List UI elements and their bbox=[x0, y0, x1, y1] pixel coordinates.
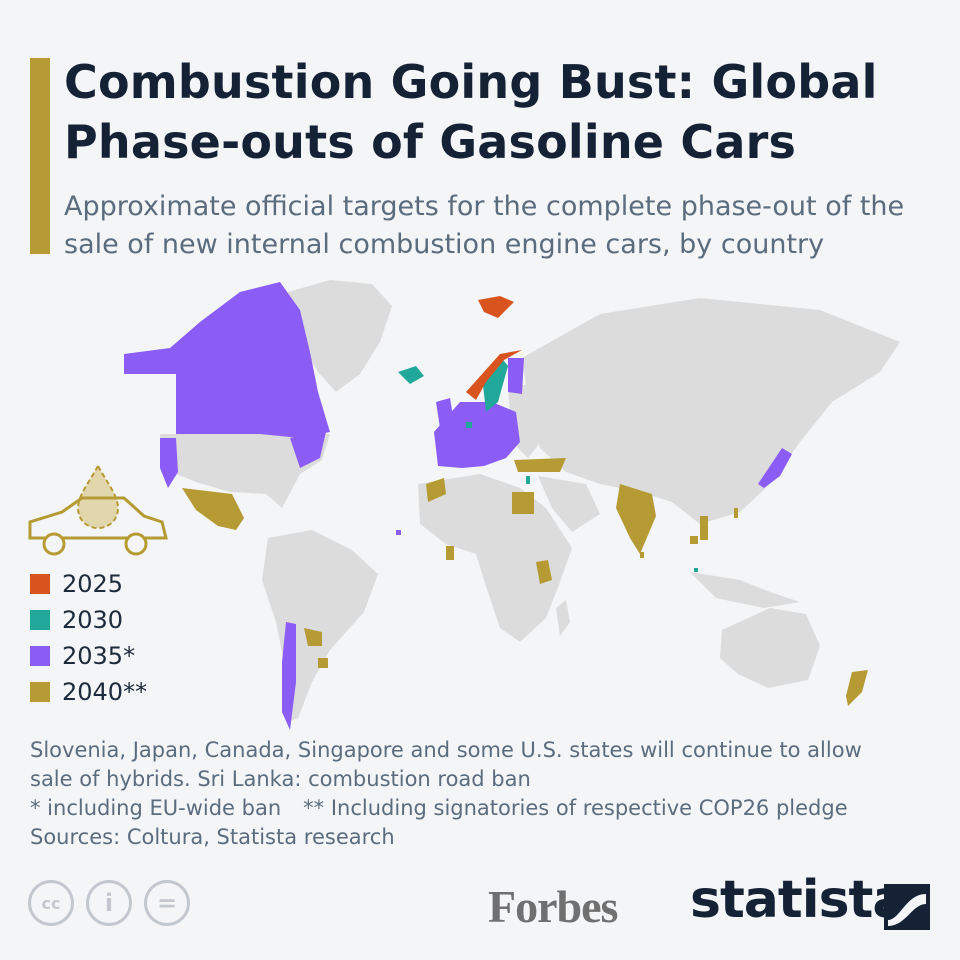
uk-shape bbox=[436, 398, 454, 428]
netherlands-shape bbox=[466, 422, 472, 428]
australia-shape bbox=[720, 608, 820, 688]
us-northeast-shape bbox=[290, 432, 326, 468]
attribution-icon[interactable]: i bbox=[86, 880, 132, 926]
india-shape bbox=[616, 484, 656, 554]
legend-swatch-2025 bbox=[30, 574, 50, 594]
uruguay-shape bbox=[318, 658, 328, 668]
car-front-wheel bbox=[42, 532, 66, 556]
legend-label-2035: 2035* bbox=[62, 642, 136, 670]
world-map-svg bbox=[124, 280, 900, 730]
car-drop-icon bbox=[28, 463, 168, 556]
world-map bbox=[0, 262, 960, 742]
mexico-shape bbox=[182, 488, 244, 530]
legend: 2025 2030 2035* 2040** bbox=[30, 566, 147, 710]
south-america-shape bbox=[262, 530, 378, 722]
israel-shape bbox=[526, 476, 530, 484]
turkey-shape bbox=[514, 458, 566, 472]
chile-shape bbox=[282, 622, 296, 730]
note-cop26: ** Including signatories of respective C… bbox=[303, 796, 848, 820]
legend-item-2030: 2030 bbox=[30, 602, 147, 638]
note-asterisks: * including EU-wide ban ** Including sign… bbox=[30, 794, 940, 823]
norway-shape bbox=[466, 350, 522, 400]
license-icons: cc i = bbox=[28, 880, 190, 926]
footnotes: Slovenia, Japan, Canada, Singapore and s… bbox=[30, 736, 940, 852]
no-derivatives-icon[interactable]: = bbox=[144, 880, 190, 926]
egypt-shape bbox=[512, 492, 534, 514]
usa-shape bbox=[160, 434, 330, 508]
greenland-shape bbox=[288, 280, 392, 392]
new-zealand-shape bbox=[846, 670, 868, 706]
vietnam-shape bbox=[700, 516, 708, 540]
region-2040-layer bbox=[182, 458, 868, 706]
legend-item-2040: 2040** bbox=[30, 674, 147, 710]
note-hybrids-line1: Slovenia, Japan, Canada, Singapore and s… bbox=[30, 738, 862, 762]
morocco-shape bbox=[426, 478, 446, 502]
arabia-shape bbox=[538, 476, 600, 532]
legend-label-2025: 2025 bbox=[62, 570, 124, 598]
singapore-shape bbox=[694, 568, 698, 572]
forbes-logo[interactable]: Forbes bbox=[488, 881, 618, 932]
page-title: Combustion Going Bust: Global Phase-outs… bbox=[64, 55, 878, 169]
iceland-shape bbox=[398, 366, 424, 384]
car-rear-wheel bbox=[124, 532, 148, 556]
map-base-layer bbox=[160, 280, 900, 722]
page-subtitle: Approximate official targets for the com… bbox=[64, 191, 905, 260]
cabo-verde-shape bbox=[396, 530, 401, 535]
ghana-shape bbox=[446, 546, 454, 560]
us-west-coast-shape bbox=[160, 438, 178, 488]
paraguay-shape bbox=[304, 628, 322, 646]
canada-shape bbox=[124, 282, 330, 438]
legend-item-2025: 2025 bbox=[30, 566, 147, 602]
finland-shape bbox=[508, 358, 524, 394]
legend-label-2040: 2040** bbox=[62, 678, 148, 706]
note-eu-ban: * including EU-wide ban bbox=[30, 796, 282, 820]
region-2035-layer bbox=[124, 282, 792, 730]
region-2025-layer bbox=[466, 296, 522, 400]
legend-item-2035: 2035* bbox=[30, 638, 147, 674]
sri-lanka-shape bbox=[640, 552, 644, 558]
legend-label-2030: 2030 bbox=[62, 606, 124, 634]
japan-shape bbox=[758, 448, 792, 488]
note-hybrids-line2: sale of hybrids. Sri Lanka: combustion r… bbox=[30, 767, 531, 791]
legend-swatch-2040 bbox=[30, 682, 50, 702]
statista-logo-icon[interactable] bbox=[884, 884, 930, 930]
title-accent-bar bbox=[30, 58, 50, 254]
africa-shape bbox=[418, 474, 572, 642]
legend-swatch-2035 bbox=[30, 646, 50, 666]
legend-swatch-2030 bbox=[30, 610, 50, 630]
note-sources: Sources: Coltura, Statista research bbox=[30, 825, 395, 849]
indonesia-shape bbox=[690, 572, 800, 608]
car-body-outline bbox=[28, 496, 168, 540]
svalbard-shape bbox=[478, 296, 514, 318]
cambodia-shape bbox=[690, 536, 698, 544]
eu-shape bbox=[434, 402, 520, 468]
madagascar-shape bbox=[556, 600, 570, 636]
asia-shape bbox=[522, 298, 900, 524]
philippines-shape bbox=[734, 508, 738, 518]
statista-logo-text[interactable]: statista bbox=[690, 870, 907, 930]
cc-icon[interactable]: cc bbox=[28, 880, 74, 926]
kenya-shape bbox=[536, 560, 552, 584]
